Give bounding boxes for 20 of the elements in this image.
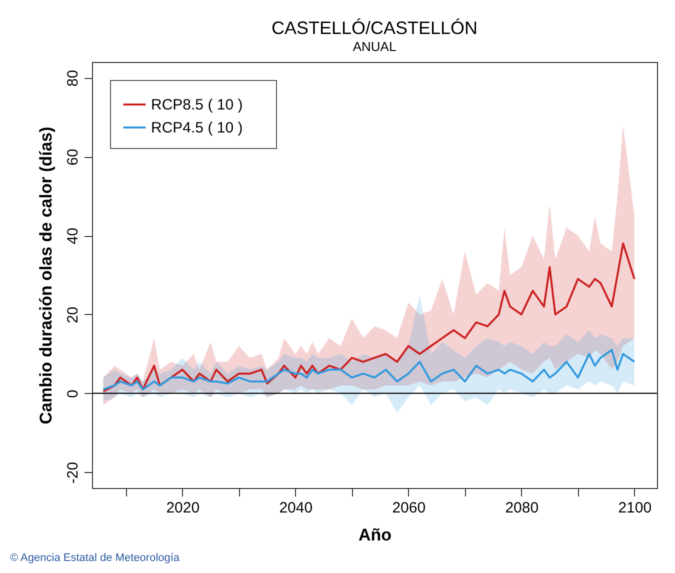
y-tick-label: 60 <box>64 148 82 166</box>
x-tick-label: 2020 <box>166 500 200 516</box>
y-axis-title: Cambio duración olas de calor (días) <box>36 126 56 424</box>
y-tick-label: -20 <box>64 462 82 484</box>
x-tick-label: 2060 <box>392 500 426 516</box>
y-tick-label: 20 <box>64 306 82 324</box>
y-tick-label: 80 <box>64 70 82 87</box>
x-tick-label: 2040 <box>279 500 313 516</box>
text: © Agencia Estatal de Meteorología <box>10 552 180 564</box>
chart-title: CASTELLÓ/CASTELLÓN <box>271 18 478 38</box>
x-tick-label: 2100 <box>618 500 652 516</box>
chart-subtitle: ANUAL <box>352 39 396 54</box>
y-tick-label: 0 <box>64 390 82 398</box>
y-tick-label: 40 <box>64 228 82 244</box>
x-tick-label: 2080 <box>505 500 539 516</box>
legend-label: RCP4.5 ( 10 ) <box>151 120 243 136</box>
line-series <box>102 348 636 390</box>
line-series <box>102 242 636 392</box>
x-axis-title: Año <box>358 526 392 544</box>
legend-label: RCP8.5 ( 10 ) <box>151 96 243 114</box>
